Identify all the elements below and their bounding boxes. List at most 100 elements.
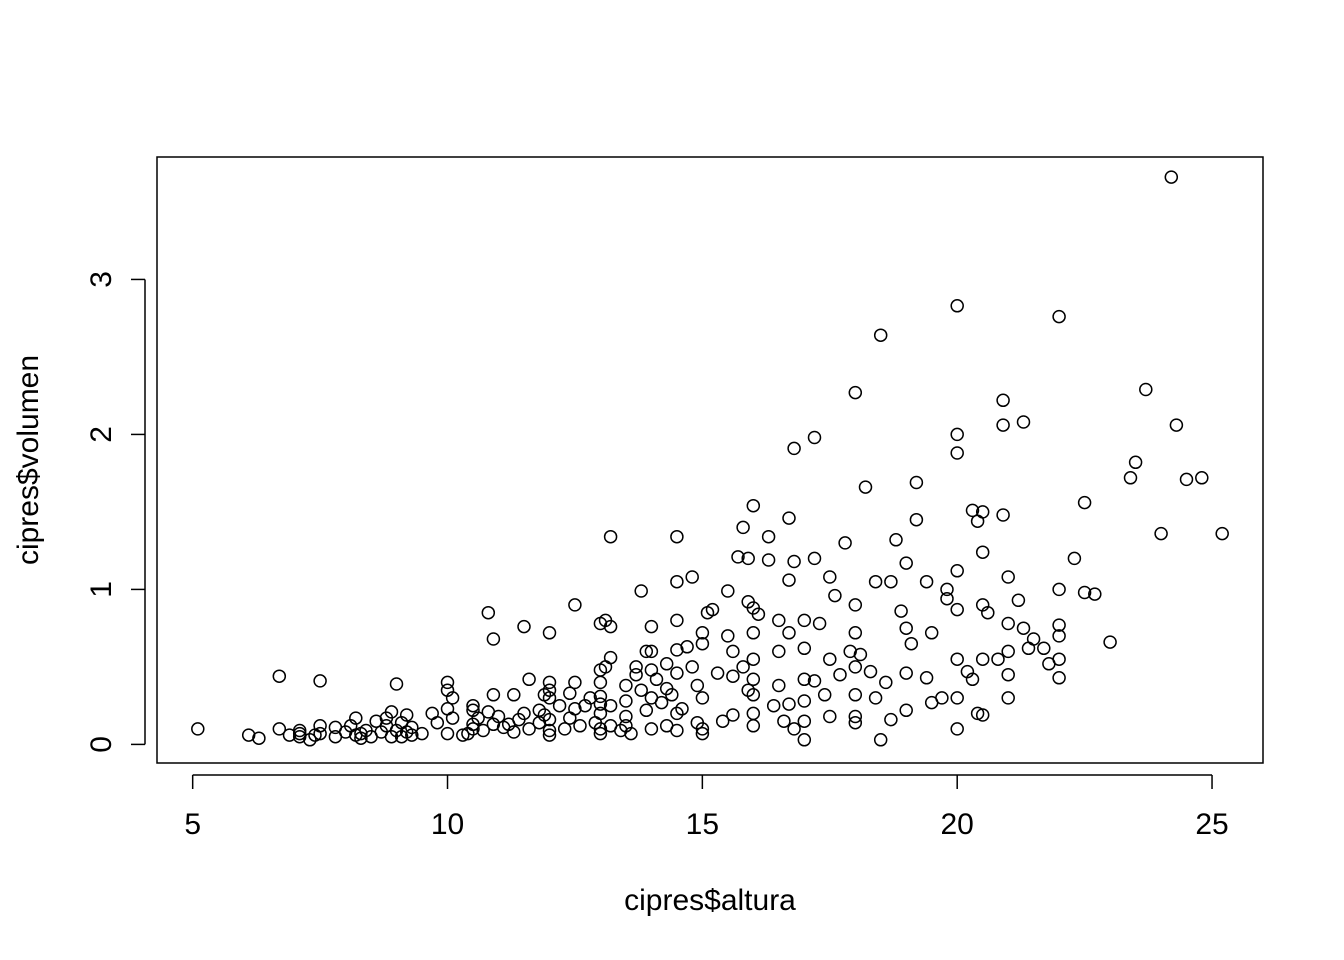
data-point [425, 706, 439, 721]
data-point [848, 709, 863, 724]
data-point [399, 708, 414, 722]
data-point [726, 708, 740, 722]
data-point [542, 626, 557, 640]
data-point [751, 607, 766, 621]
data-point [736, 520, 750, 535]
data-point [603, 529, 618, 544]
data-point [746, 706, 761, 721]
data-point [670, 643, 684, 657]
data-point [975, 545, 990, 559]
data-point [1011, 593, 1026, 608]
data-point [349, 711, 363, 725]
data-point [563, 711, 577, 725]
data-point [445, 691, 460, 705]
data-point [634, 683, 648, 697]
data-point [1016, 415, 1031, 429]
data-point [593, 697, 608, 711]
data-point [252, 731, 266, 745]
data-point [542, 712, 557, 727]
data-point [593, 706, 608, 721]
data-point [848, 688, 863, 702]
data-point [899, 621, 913, 635]
y-tick-label: 0 [85, 736, 118, 753]
data-point [486, 632, 501, 646]
data-point [445, 711, 460, 725]
data-point [654, 695, 669, 710]
data-point [1077, 585, 1092, 600]
data-point [593, 689, 608, 704]
data-point [405, 720, 419, 735]
data-point [1077, 495, 1092, 510]
data-point [833, 667, 847, 682]
data-point [1088, 587, 1102, 601]
x-tick-label: 10 [431, 808, 464, 841]
y-tick-label: 1 [85, 581, 118, 598]
data-point [670, 706, 684, 721]
data-point [950, 691, 964, 705]
data-point [1067, 551, 1082, 566]
data-point [823, 652, 837, 666]
data-point [1001, 691, 1015, 705]
data-point [950, 564, 964, 578]
data-point [603, 619, 618, 634]
data-point [568, 702, 582, 716]
data-point [965, 672, 980, 687]
data-point [828, 588, 842, 603]
data-point [746, 498, 761, 513]
data-point [787, 554, 801, 569]
data-point [935, 691, 949, 705]
data-point [389, 677, 404, 691]
data-point [853, 647, 868, 662]
data-point [843, 644, 857, 659]
data-point [415, 726, 429, 741]
data-point [950, 652, 964, 666]
data-point [761, 529, 776, 544]
x-axis: 5 10 15 20 25 [184, 774, 1229, 841]
data-point [746, 626, 761, 640]
data-point [899, 703, 913, 718]
data-point [940, 582, 954, 597]
data-point [1052, 582, 1066, 597]
data-point [823, 570, 837, 584]
data-point [848, 660, 863, 674]
data-point [685, 660, 699, 674]
y-tick-label: 2 [85, 426, 118, 443]
data-point [644, 722, 659, 736]
data-point [884, 574, 898, 589]
data-point [823, 709, 837, 724]
data-point [904, 636, 919, 651]
data-point [1052, 652, 1066, 666]
data-point [670, 723, 684, 738]
data-point [522, 722, 536, 736]
data-point [965, 503, 980, 518]
data-point [313, 674, 327, 688]
data-point [1052, 309, 1066, 324]
data-point [1001, 644, 1015, 659]
data-point [670, 529, 684, 544]
y-axis: 0 1 2 3 [85, 271, 146, 753]
data-point [593, 722, 608, 736]
data-point [1164, 170, 1179, 184]
data-point [1123, 471, 1138, 485]
data-point [868, 574, 883, 589]
data-point [619, 694, 633, 708]
data-point [782, 573, 796, 587]
data-point [741, 551, 755, 566]
data-point [746, 688, 761, 702]
data-point [812, 616, 827, 631]
data-point [695, 726, 710, 741]
data-point [690, 678, 705, 693]
data-point [838, 536, 852, 550]
data-point [807, 430, 822, 445]
data-point [563, 686, 577, 701]
data-point [746, 652, 761, 666]
data-point [1052, 618, 1066, 632]
data-point [568, 675, 582, 690]
data-point [715, 714, 730, 728]
data-point [272, 722, 287, 736]
y-tick-label: 3 [85, 271, 118, 288]
data-point [726, 669, 740, 683]
data-point [991, 652, 1005, 666]
data-point [863, 664, 878, 679]
data-point [731, 550, 745, 564]
